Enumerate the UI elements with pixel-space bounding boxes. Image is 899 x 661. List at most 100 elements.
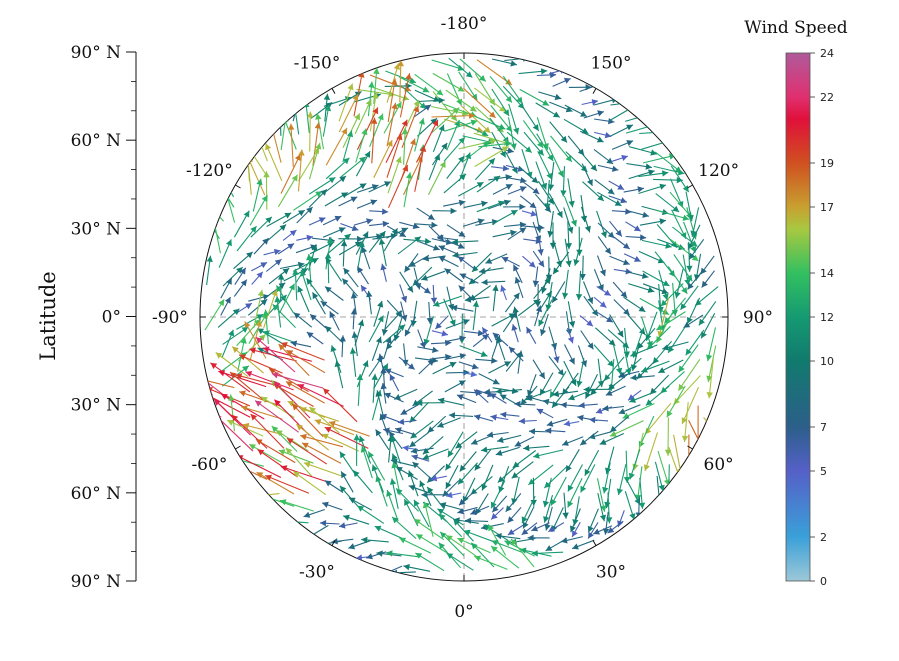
wind-vector [380,367,387,389]
wind-vector [472,300,480,331]
wind-vector [567,178,575,208]
wind-vector [369,113,384,148]
wind-vector [200,194,225,222]
wind-vector [575,270,583,301]
colorbar-tick-label: 19 [820,157,834,170]
wind-vector [491,495,508,513]
wind-vector [352,470,373,494]
wind-vector [462,218,485,227]
wind-vector [552,240,563,268]
wind-vector [488,174,512,181]
colorbar-tick-label: 7 [820,421,827,434]
wind-vector [413,518,445,541]
wind-vector [382,324,406,344]
wind-vector [518,417,537,425]
wind-vector [639,218,667,226]
wind-vector [470,434,493,445]
colorbar-title: Wind Speed [744,18,847,38]
wind-vector [580,464,596,493]
wind-vector [580,195,588,223]
wind-vector [700,313,716,339]
wind-vector [567,301,576,328]
wind-vector [625,270,649,279]
wind-vector [443,298,456,327]
wind-vector [250,216,273,238]
wind-vector [638,183,667,195]
wind-vector [501,256,520,267]
wind-vector [369,208,389,215]
wind-vector [458,71,478,101]
wind-vector [492,229,517,238]
wind-vector [431,142,448,166]
wind-vector [253,237,270,255]
wind-vector [495,446,520,456]
wind-vector [602,462,611,494]
wind-vector [412,461,431,479]
wind-vector [322,215,342,226]
wind-vector [296,234,314,242]
lat-tick-label: 30° N [71,396,122,416]
wind-vector [303,461,343,477]
wind-vector [422,448,449,460]
wind-vector [608,105,635,122]
wind-vector [307,524,329,539]
colorbar-ticks: 0 2 5 7 10 12 14 17 19 22 24 [810,47,834,588]
wind-vector [447,431,464,458]
wind-vector [271,425,298,452]
wind-vector [390,435,402,464]
wind-vector [255,336,296,373]
wind-vector [497,463,520,483]
lat-tick-label: 60° N [71,484,122,504]
wind-vector [544,506,553,531]
lon-tick [687,445,693,450]
wind-vector [597,492,607,522]
wind-vector [312,122,321,167]
wind-vector [414,117,425,152]
wind-vector [564,344,575,365]
wind-vector [564,238,572,267]
wind-vector [565,449,580,473]
wind-vector [458,285,475,302]
wind-vector [522,255,536,268]
wind-vector [446,155,465,179]
wind-vector [340,240,348,267]
wind-vector [373,300,384,327]
wind-vector [354,319,365,346]
wind-vector [474,157,496,181]
wind-vector [378,238,387,267]
wind-vector [475,357,498,364]
wind-vector [407,470,419,497]
wind-vector [319,520,340,527]
wind-vector [445,464,459,489]
wind-vector [587,522,599,539]
wind-vector [451,238,479,246]
wind-vector [576,357,585,388]
wind-vector [233,279,248,297]
wind-vector [340,156,367,178]
wind-vector [275,285,295,314]
wind-vector [325,127,348,166]
wind-vector [375,390,384,417]
wind-vector [264,282,286,299]
wind-vector [459,451,477,472]
wind-vector [265,258,282,272]
wind-vector [278,343,310,376]
wind-vector [478,140,512,148]
wind-vector [356,184,379,193]
wind-vector [218,370,267,388]
wind-vector [681,402,689,443]
wind-vector [609,124,634,137]
wind-vector [508,346,524,362]
wind-vector [458,121,489,137]
wind-vector [322,104,332,137]
wind-vector [399,271,414,293]
wind-vector [416,119,439,163]
wind-vector [306,277,324,302]
colorbar-tick-label: 14 [820,267,834,280]
wind-vector [417,346,439,353]
wind-vector [579,255,586,281]
wind-vector [350,292,358,315]
wind-vector [303,508,325,518]
wind-vector [458,181,484,197]
wind-vector [635,466,643,501]
